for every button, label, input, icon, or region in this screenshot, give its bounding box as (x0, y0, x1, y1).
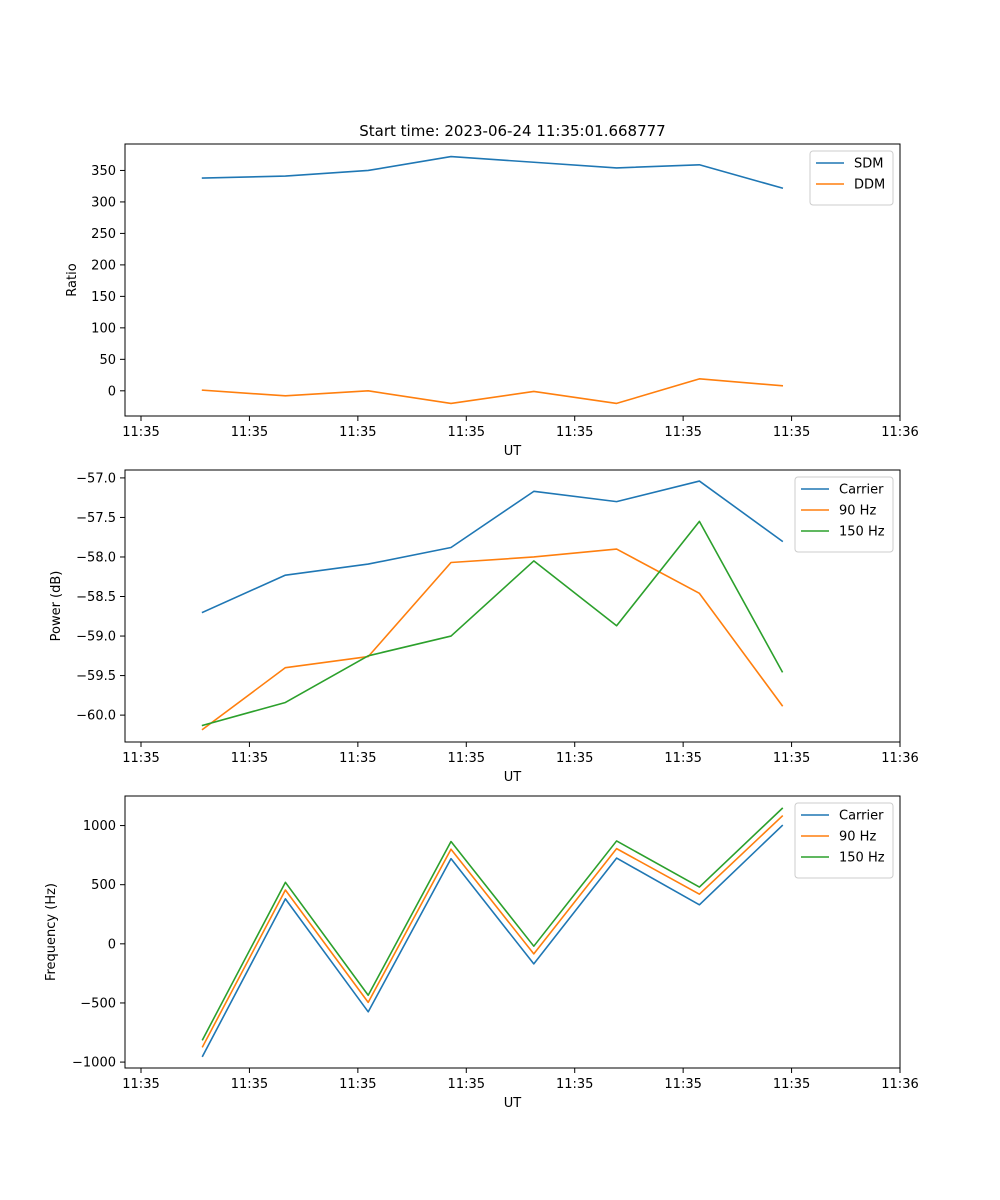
legend: Carrier 90 Hz 150 Hz (794, 802, 894, 879)
x-tick-label: 11:35 (231, 425, 268, 440)
x-tick-label: 11:36 (881, 425, 918, 440)
x-tick-label: 11:35 (664, 425, 701, 440)
legend-entry: 90 Hz (839, 504, 876, 519)
x-axis-label: UT (504, 1096, 522, 1111)
y-axis-label: Ratio (65, 263, 80, 296)
series-line-150-hz (201, 807, 784, 1041)
y-tick-label: 250 (91, 227, 116, 242)
frequency-subplot: 11:35 11:35 11:35 11:35 11:35 11:35 11:35 11:36… (44, 795, 919, 1111)
x-tick-label: 11:35 (339, 425, 376, 440)
x-tick-label: 11:35 (773, 751, 810, 766)
x-tick-label: 11:35 (339, 751, 376, 766)
axes-frame (124, 143, 901, 417)
y-tick-label: 200 (91, 258, 116, 273)
x-axis-label: UT (504, 770, 522, 785)
y-tick-label: 100 (91, 321, 116, 336)
x-tick-label: 11:35 (122, 1077, 159, 1092)
series-line-ddm (201, 378, 784, 405)
series-line-carrier (201, 824, 784, 1058)
x-tick-label: 11:35 (122, 425, 159, 440)
y-tick-label: 1000 (83, 819, 116, 834)
x-tick-label: 11:35 (556, 1077, 593, 1092)
y-tick-label: −59.5 (76, 669, 116, 684)
y-tick-label: 500 (91, 878, 116, 893)
y-tick-label: −1000 (72, 1056, 116, 1071)
x-tick-label: 11:35 (339, 1077, 376, 1092)
x-tick-label: 11:35 (773, 1077, 810, 1092)
power-subplot: 11:35 11:35 11:35 11:35 11:35 11:35 11:35 11:36… (49, 469, 919, 785)
y-tick-label: 0 (108, 937, 116, 952)
x-tick-label: 11:35 (664, 1077, 701, 1092)
series-line-90-hz (201, 548, 784, 731)
x-tick-label: 11:35 (556, 751, 593, 766)
axes-frame (124, 469, 901, 743)
y-tick-label: 150 (91, 290, 116, 305)
x-tick-label: 11:36 (881, 1077, 918, 1092)
y-tick-label: 0 (108, 384, 116, 399)
legend: Carrier 90 Hz 150 Hz (794, 476, 894, 553)
chart-title: Start time: 2023-06-24 11:35:01.668777 (359, 122, 665, 140)
legend-box (794, 476, 894, 553)
ratio-subplot: 11:35 11:35 11:35 11:35 11:35 11:35 11:35 11:36… (65, 143, 919, 459)
x-tick-label: 11:35 (556, 425, 593, 440)
x-tick-label: 11:35 (122, 751, 159, 766)
x-tick-label: 11:35 (448, 751, 485, 766)
legend-entry: 150 Hz (839, 525, 885, 540)
x-tick-label: 11:35 (448, 425, 485, 440)
legend: SDM DDM (809, 150, 894, 206)
legend-entry: SDM (854, 157, 883, 172)
legend-entry: 150 Hz (839, 851, 885, 866)
y-tick-label: −57.5 (76, 511, 116, 526)
x-axis-label: UT (504, 444, 522, 459)
y-tick-label: −500 (80, 996, 116, 1011)
series-line-sdm (201, 155, 784, 190)
x-tick-label: 11:35 (231, 751, 268, 766)
x-tick-label: 11:35 (231, 1077, 268, 1092)
x-tick-label: 11:35 (448, 1077, 485, 1092)
y-tick-label: −58.5 (76, 590, 116, 605)
series-line-carrier (201, 480, 784, 614)
legend-entry: 90 Hz (839, 830, 876, 845)
y-tick-label: 300 (91, 195, 116, 210)
legend-box (809, 150, 894, 206)
legend-entry: DDM (854, 178, 885, 193)
series-line-90-hz (201, 814, 784, 1048)
y-axis-label: Power (dB) (49, 571, 64, 642)
y-axis-label: Frequency (Hz) (44, 883, 59, 981)
x-tick-label: 11:36 (881, 751, 918, 766)
y-tick-label: 50 (99, 353, 116, 368)
legend-entry: Carrier (839, 809, 884, 824)
legend-entry: Carrier (839, 483, 884, 498)
y-tick-label: −59.0 (76, 630, 116, 645)
axes-frame (124, 795, 901, 1069)
y-tick-label: −60.0 (76, 709, 116, 724)
x-tick-label: 11:35 (773, 425, 810, 440)
x-tick-label: 11:35 (664, 751, 701, 766)
legend-box (794, 802, 894, 879)
y-tick-label: 350 (91, 164, 116, 179)
series-line-150-hz (201, 520, 784, 727)
y-tick-label: −57.0 (76, 471, 116, 486)
y-tick-label: −58.0 (76, 550, 116, 565)
